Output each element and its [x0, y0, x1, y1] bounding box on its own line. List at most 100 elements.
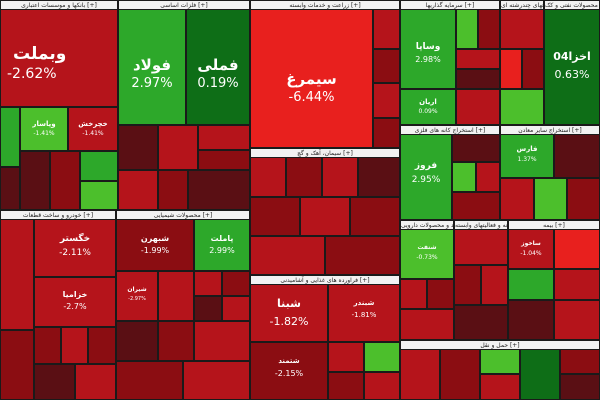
tile-inv-b[interactable]: [478, 9, 500, 49]
tile-om-d[interactable]: [567, 178, 600, 220]
tile-pamirtel[interactable]: پاملت 2.99%: [194, 219, 250, 271]
tile-vsapa[interactable]: وساپا 2.98%: [400, 9, 456, 89]
tile-ahrom[interactable]: اخزا04 0.63%: [544, 9, 600, 125]
tile-tr-f[interactable]: [560, 349, 600, 374]
tile-cem-b[interactable]: [286, 157, 322, 197]
tile-cp-d[interactable]: [454, 305, 508, 340]
tile-metal-g[interactable]: [188, 170, 250, 210]
tile-cem-c[interactable]: [322, 157, 358, 197]
tile-shabna[interactable]: شبنا -1.82%: [250, 284, 328, 342]
tile-food-c[interactable]: [328, 372, 364, 400]
tile-chem-h[interactable]: [194, 321, 250, 361]
tile-cp-b[interactable]: [454, 265, 481, 305]
tile-om-a[interactable]: [554, 134, 600, 178]
tile-tr-g[interactable]: [560, 374, 600, 400]
tile-chem-d[interactable]: [194, 296, 222, 321]
tile-shbandar[interactable]: شبندر -1.81%: [328, 284, 400, 342]
tile-chem-e[interactable]: [222, 296, 250, 321]
tile-tr-b[interactable]: [440, 349, 480, 400]
tile-forooz[interactable]: فروز 2.95%: [400, 134, 452, 220]
tile-metal-f[interactable]: [158, 170, 188, 210]
tile-cp-c[interactable]: [481, 265, 508, 305]
tile-shahdari[interactable]: شبهرن -1.99%: [116, 219, 194, 271]
tile-auto-b[interactable]: [0, 330, 34, 400]
tile-auto-g[interactable]: [75, 364, 116, 400]
tile-misc-b[interactable]: [554, 300, 600, 340]
tile-tr-a[interactable]: [400, 349, 440, 400]
tile-khgostar[interactable]: خگستر -2.11%: [34, 219, 116, 277]
tile-tr-e[interactable]: [520, 349, 560, 400]
tile-farm-a[interactable]: [373, 9, 400, 49]
tile-inv-c[interactable]: [456, 49, 500, 69]
tile-inv-a[interactable]: [456, 9, 478, 49]
tile-fameli[interactable]: فملی 0.19%: [186, 9, 250, 125]
tile-ins-c[interactable]: [554, 269, 600, 300]
tile-chem-b[interactable]: [194, 271, 222, 296]
tile-food-a[interactable]: [328, 342, 364, 372]
tile-shnaft[interactable]: شنفت -0.73%: [400, 229, 454, 279]
tile-bank-b[interactable]: [0, 167, 20, 210]
tile-cem-f[interactable]: [300, 197, 350, 236]
tile-auto-e[interactable]: [88, 327, 116, 364]
tile-chem-j[interactable]: [183, 361, 250, 400]
tile-ore-d[interactable]: [452, 192, 500, 220]
tile-food-b[interactable]: [364, 342, 400, 372]
tile-ore-c[interactable]: [476, 162, 500, 192]
tile-cem-h[interactable]: [250, 236, 325, 275]
tile-vbpasar[interactable]: وپاسار -1.41%: [20, 107, 68, 151]
tile-auto-f[interactable]: [34, 364, 75, 400]
tile-shamed[interactable]: شتمند -2.15%: [250, 342, 328, 400]
tile-ore-b[interactable]: [452, 162, 476, 192]
tile-ins-a[interactable]: [554, 229, 600, 269]
tile-mi-a[interactable]: [500, 9, 544, 49]
tile-ph-a[interactable]: [400, 279, 427, 309]
tile-auto-c[interactable]: [34, 327, 61, 364]
tile-sakhvaz[interactable]: ساخوز -1.04%: [508, 229, 554, 269]
tile-inv-d[interactable]: [456, 69, 500, 89]
tile-cem-i[interactable]: [325, 236, 400, 275]
tile-arian[interactable]: اریان 0.09%: [400, 89, 456, 125]
tile-chem-f[interactable]: [116, 321, 158, 361]
tile-auto-a[interactable]: [0, 219, 34, 330]
tile-om-c[interactable]: [534, 178, 567, 220]
tile-cp-a[interactable]: [454, 229, 508, 265]
tile-metal-b[interactable]: [158, 125, 198, 170]
tile-metal-c[interactable]: [198, 125, 250, 150]
tile-cem-g[interactable]: [350, 197, 400, 236]
tile-ph-b[interactable]: [427, 279, 454, 309]
tile-bank-a[interactable]: [0, 107, 20, 167]
tile-cem-a[interactable]: [250, 157, 286, 197]
tile-bank-f[interactable]: [80, 181, 118, 210]
tile-food-d[interactable]: [364, 372, 400, 400]
tile-tr-c[interactable]: [480, 349, 520, 374]
tile-metal-d[interactable]: [198, 150, 250, 170]
tile-vbmellat[interactable]: وبملت -2.62%: [0, 9, 118, 107]
tile-foolad[interactable]: فولاد 2.97%: [118, 9, 186, 125]
tile-chem-g[interactable]: [158, 321, 194, 361]
tile-khcheshm[interactable]: خچرخش -1.41%: [68, 107, 118, 151]
tile-simorgh[interactable]: سیمرغ -6.44%: [250, 9, 373, 148]
tile-farm-c[interactable]: [373, 83, 400, 118]
tile-om-b[interactable]: [500, 178, 534, 220]
tile-chem-i[interactable]: [116, 361, 183, 400]
tile-ph-c[interactable]: [400, 309, 454, 340]
tile-bank-d[interactable]: [50, 151, 80, 210]
tile-misc-a[interactable]: [508, 300, 554, 340]
tile-fars[interactable]: فارس 1.37%: [500, 134, 554, 178]
tile-chem-c[interactable]: [222, 271, 250, 296]
tile-mi-d[interactable]: [500, 89, 544, 125]
tile-farm-b[interactable]: [373, 49, 400, 83]
tile-cem-e[interactable]: [250, 197, 300, 236]
tile-metal-a[interactable]: [118, 125, 158, 170]
tile-tr-d[interactable]: [480, 374, 520, 400]
tile-ins-b[interactable]: [508, 269, 554, 300]
tile-mi-b[interactable]: [500, 49, 522, 89]
tile-bank-c[interactable]: [20, 151, 50, 210]
tile-metal-e[interactable]: [118, 170, 158, 210]
tile-auto-d[interactable]: [61, 327, 88, 364]
tile-khzamia[interactable]: خزامیا -2.7%: [34, 277, 116, 327]
tile-cem-d[interactable]: [358, 157, 400, 197]
tile-mi-c[interactable]: [522, 49, 544, 89]
tile-farm-d[interactable]: [373, 118, 400, 148]
tile-shiran[interactable]: شیران -2.97%: [116, 271, 158, 321]
